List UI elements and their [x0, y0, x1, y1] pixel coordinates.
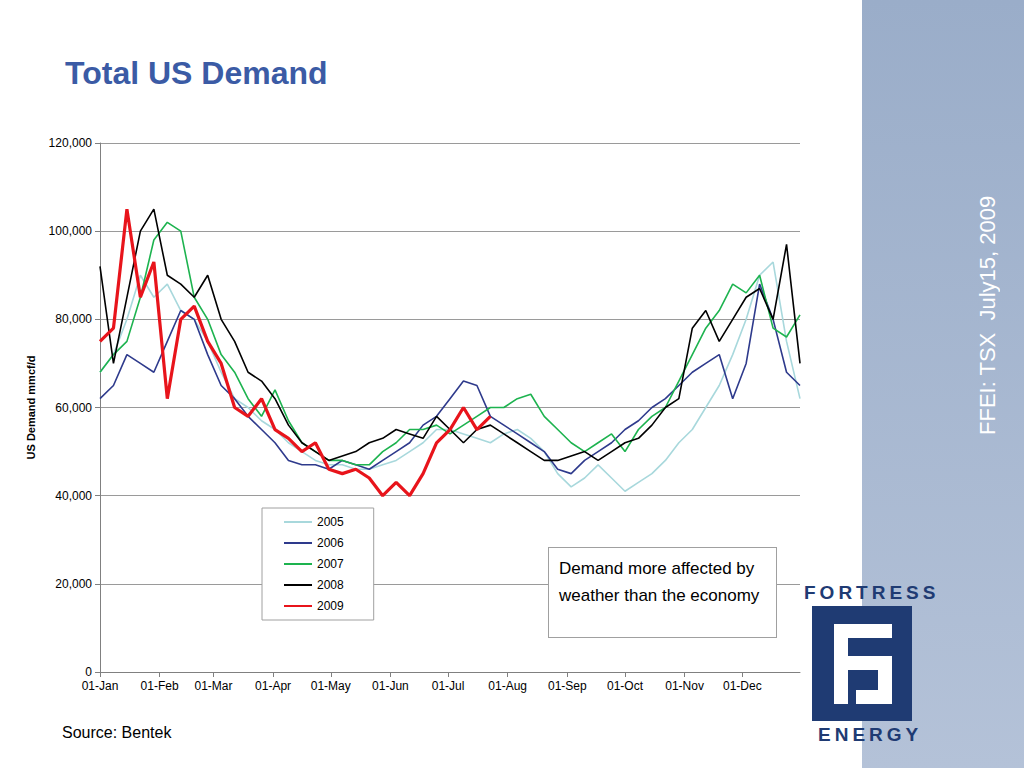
svg-text:40,000: 40,000 [55, 489, 92, 503]
svg-text:01-Feb: 01-Feb [141, 679, 179, 693]
svg-text:2005: 2005 [317, 515, 344, 529]
html-text:FFEI: TSX July15, 2009: FFEI: TSX July15, 2009 [975, 195, 1000, 435]
html-text:FORTRESS: FORTRESS [804, 582, 940, 603]
svg-text:01-Jan: 01-Jan [82, 679, 119, 693]
svg-text:01-Sep: 01-Sep [548, 679, 587, 693]
svg-text:01-Jul: 01-Jul [432, 679, 465, 693]
svg-text:01-Oct: 01-Oct [607, 679, 644, 693]
svg-text:01-Aug: 01-Aug [488, 679, 527, 693]
html-text:ENERGY: ENERGY [818, 724, 923, 745]
html-text:Source: Bentek: Source: Bentek [62, 724, 172, 741]
svg-text:120,000: 120,000 [49, 136, 93, 150]
svg-text:2006: 2006 [317, 536, 344, 550]
svg-text:01-May: 01-May [311, 679, 351, 693]
svg-text:20,000: 20,000 [55, 577, 92, 591]
svg-text:2007: 2007 [317, 557, 344, 571]
svg-text:2008: 2008 [317, 578, 344, 592]
svg-text:US Demand mmcf/d: US Demand mmcf/d [25, 356, 37, 460]
svg-text:Total US Demand: Total US Demand [65, 55, 328, 91]
svg-text:01-Jun: 01-Jun [372, 679, 409, 693]
svg-text:0: 0 [85, 665, 92, 679]
svg-text:100,000: 100,000 [49, 224, 93, 238]
html-text:Demand more affected by weathe: Demand more affected by weather than the… [559, 559, 760, 605]
svg-text:01-Mar: 01-Mar [194, 679, 232, 693]
svg-text:01-Apr: 01-Apr [255, 679, 291, 693]
svg-text:60,000: 60,000 [55, 401, 92, 415]
svg-text:01-Dec: 01-Dec [723, 679, 762, 693]
svg-text:01-Nov: 01-Nov [665, 679, 704, 693]
svg-text:2009: 2009 [317, 599, 344, 613]
svg-text:80,000: 80,000 [55, 312, 92, 326]
